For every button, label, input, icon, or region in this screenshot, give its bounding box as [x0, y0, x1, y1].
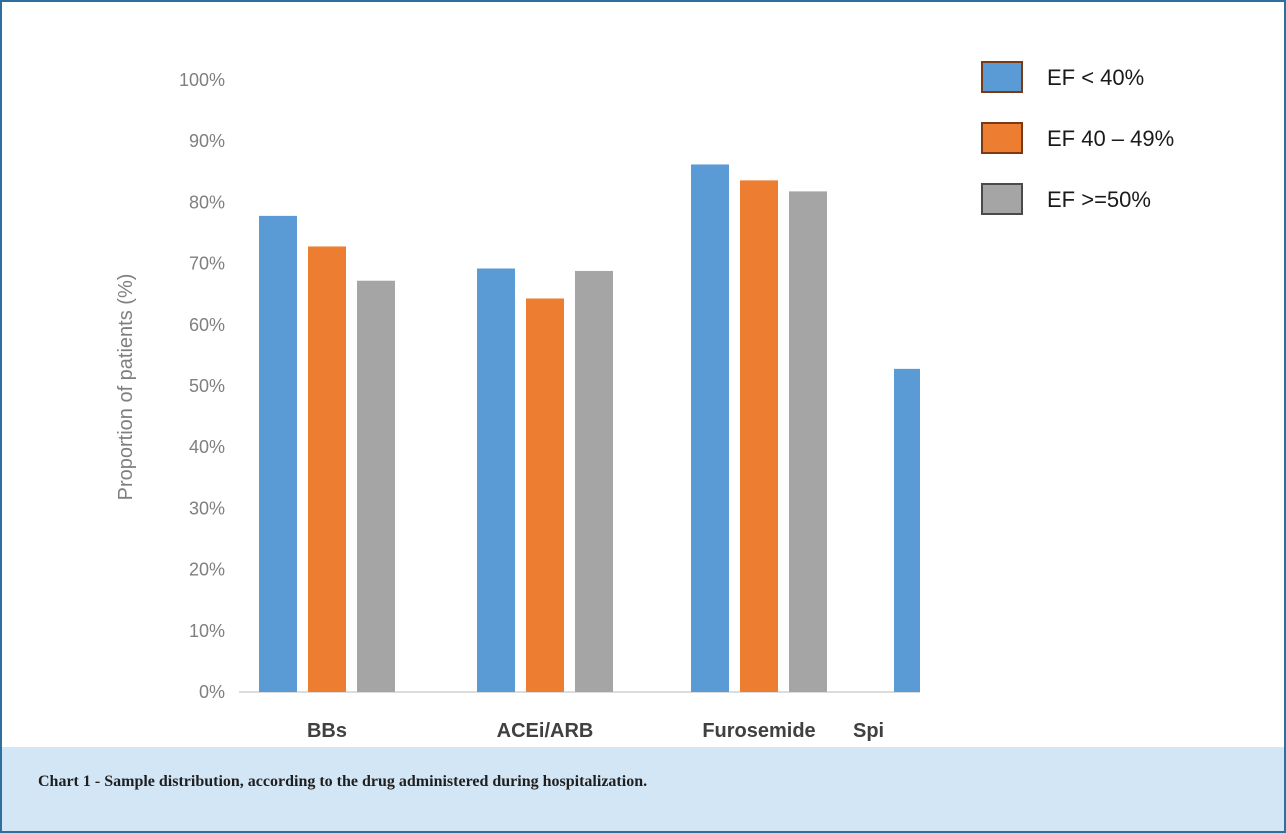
y-tick-label: 60% [189, 315, 225, 335]
y-tick-label: 10% [189, 621, 225, 641]
bar [477, 268, 515, 692]
y-tick-label: 50% [189, 376, 225, 396]
y-axis-title: Proportion of patients (%) [115, 274, 137, 501]
bar [575, 270, 613, 692]
bar [894, 368, 920, 692]
legend-label: EF 40 – 49% [1047, 126, 1174, 151]
legend-swatch [981, 183, 1023, 215]
legend: EF < 40% EF 40 – 49% EF >=50% [981, 61, 1174, 215]
bar [740, 180, 778, 693]
bar [789, 191, 827, 692]
x-category-label: Furosemide [702, 720, 815, 742]
legend-label: EF >=50% [1047, 187, 1151, 212]
bar [259, 215, 297, 692]
y-tick-label: 40% [189, 437, 225, 457]
bar [357, 280, 395, 692]
y-tick-label: 100% [179, 70, 225, 90]
y-tick-label: 20% [189, 560, 225, 580]
x-category-label: Spi [853, 720, 884, 742]
bar-chart: 0% 10% 20% 30% 40% 50% 60% 70% 80% 90% 100% BBs ACE… [115, 61, 1174, 742]
y-tick-label: 70% [189, 254, 225, 274]
x-category-label: BBs [307, 720, 347, 742]
category-labels: BBs ACEi/ARB Furosemide Spi [307, 720, 884, 742]
bar [308, 246, 346, 693]
y-tick-label: 90% [189, 131, 225, 151]
y-tick-label: 0% [199, 682, 225, 702]
chart-caption: Chart 1 - Sample distribution, according… [38, 773, 648, 790]
bar [691, 164, 729, 692]
y-tick-label: 30% [189, 498, 225, 518]
bar [526, 298, 564, 692]
legend-label: EF < 40% [1047, 65, 1144, 90]
y-tick-label: 80% [189, 192, 225, 212]
x-category-label: ACEi/ARB [497, 720, 594, 742]
caption-bar: Chart 1 - Sample distribution, according… [2, 747, 1284, 831]
legend-swatch [981, 61, 1023, 93]
y-axis-ticks: 0% 10% 20% 30% 40% 50% 60% 70% 80% 90% 100% [179, 70, 225, 702]
bars [259, 164, 920, 693]
legend-swatch [981, 122, 1023, 154]
